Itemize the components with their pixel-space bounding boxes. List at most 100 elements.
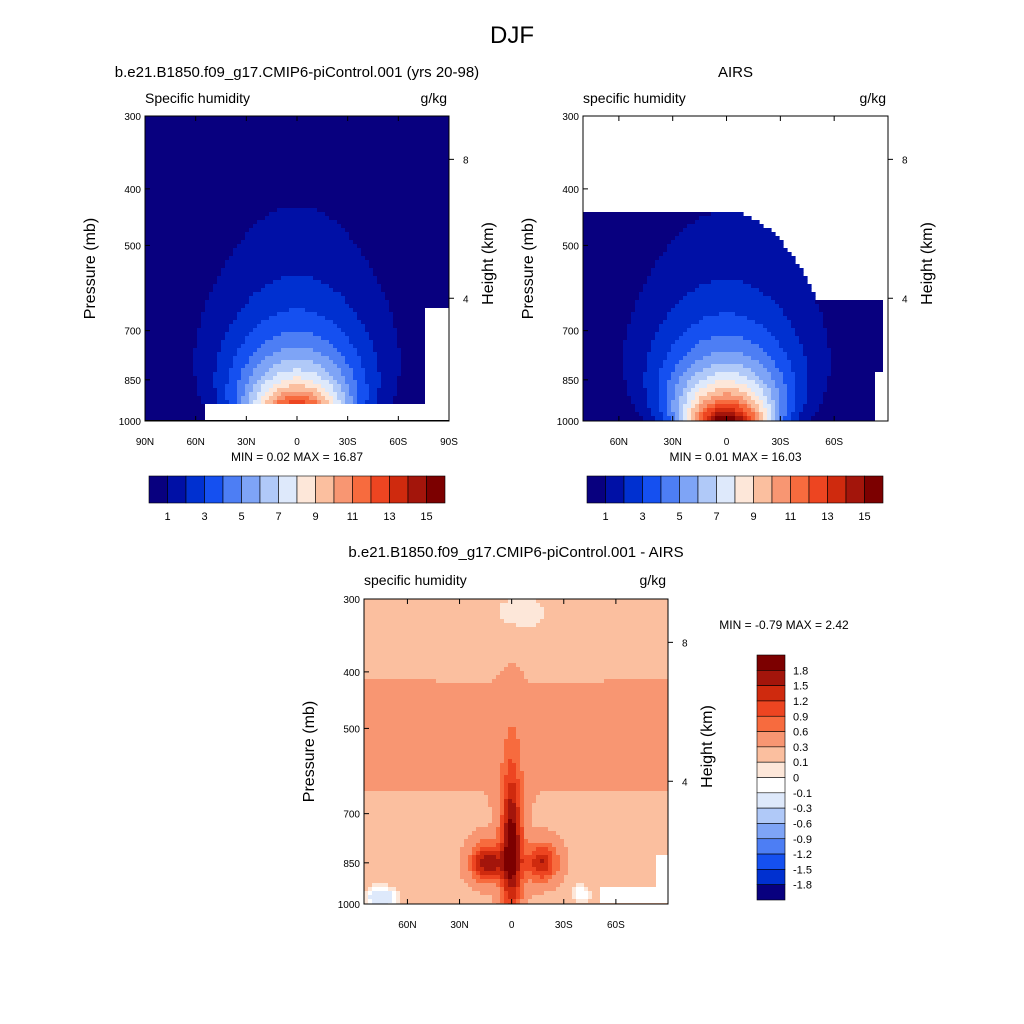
contour-cell: [623, 356, 648, 361]
contour-cell: [225, 260, 370, 265]
contour-cell: [711, 336, 744, 341]
contour-cell: [357, 352, 378, 357]
contour-cell: [364, 699, 668, 704]
contour-cell: [468, 863, 473, 868]
contour-cell: [755, 372, 772, 377]
contour-cell: [269, 388, 278, 393]
contour-cell: [504, 819, 509, 824]
contour-cell: [504, 815, 509, 820]
y2-axis-title: Height (km): [919, 222, 936, 305]
contour-cell: [623, 372, 644, 377]
contour-cell: [205, 300, 250, 305]
contour-cell: [532, 879, 549, 884]
contour-cell: [368, 899, 373, 904]
contour-cell: [823, 316, 884, 321]
contour-cell: [389, 308, 426, 313]
contour-cell: [261, 400, 266, 405]
contour-cell: [504, 811, 509, 816]
contour-cell: [492, 895, 501, 900]
contour-cell: [364, 607, 501, 612]
colorbar-swatch: [697, 475, 717, 504]
contour-cell: [397, 340, 426, 345]
contour-cell: [799, 340, 828, 345]
contour-cell: [735, 380, 756, 385]
contour-cell: [369, 384, 382, 389]
contour-cell: [583, 280, 648, 285]
colorbar-swatch: [241, 475, 261, 504]
contour-cell: [819, 408, 876, 413]
contour-cell: [875, 380, 888, 385]
contour-cell: [504, 775, 517, 780]
contour-cell: [687, 352, 712, 357]
contour-cell: [583, 400, 632, 405]
contour-cell: [313, 276, 378, 281]
contour-cell: [683, 296, 772, 301]
contour-cell: [364, 847, 461, 852]
contour-cell: [329, 380, 338, 385]
contour-cell: [145, 312, 202, 317]
contour-cell: [381, 288, 449, 293]
chart-stats: MIN = -0.79 MAX = 2.42: [719, 618, 849, 632]
contour-cell: [815, 412, 876, 417]
contour-cell: [520, 739, 668, 744]
contour-cell: [524, 775, 668, 780]
colorbar-label: 0.9: [793, 711, 808, 723]
contour-cell: [364, 763, 501, 768]
contour-cell: [795, 380, 808, 385]
contour-cell: [325, 388, 334, 393]
contour-cell: [532, 863, 549, 868]
contour-cell: [480, 851, 501, 856]
contour-cell: [583, 388, 628, 393]
contour-cell: [751, 396, 760, 401]
contour-cell: [353, 372, 366, 377]
contour-cell: [687, 412, 692, 417]
contour-cell: [504, 891, 509, 896]
contour-cell: [237, 316, 270, 321]
contour-cell: [460, 855, 469, 860]
colorbar-swatch: [167, 475, 187, 504]
contour-cell: [145, 200, 449, 205]
y-tick-label: 500: [124, 241, 141, 252]
contour-cell: [583, 232, 680, 237]
contour-cell: [265, 372, 278, 377]
contour-cell: [364, 839, 465, 844]
contour-cell: [425, 332, 449, 337]
contour-cell: [831, 372, 876, 377]
contour-cell: [313, 380, 330, 385]
contour-cell: [883, 308, 888, 313]
contour-cell: [388, 887, 397, 892]
contour-cell: [333, 320, 362, 325]
contour-cell: [205, 308, 242, 313]
contour-cell: [687, 416, 692, 421]
colorbar-label: 1.5: [793, 681, 808, 693]
contour-cell: [532, 895, 573, 900]
contour-cell: [500, 835, 505, 840]
colorbar-label: 0.1: [793, 757, 808, 769]
contour-cell: [655, 416, 664, 421]
contour-cell: [643, 284, 700, 289]
contour-cell: [747, 412, 756, 417]
contour-cell: [145, 132, 449, 137]
contour-cell: [627, 392, 648, 397]
contour-cell: [723, 392, 732, 397]
contour-cell: [145, 340, 198, 345]
contour-cell: [364, 639, 668, 644]
contour-cell: [679, 412, 684, 417]
contour-cell: [373, 348, 402, 353]
contour-cell: [679, 232, 776, 237]
contour-cell: [783, 416, 792, 421]
contour-cell: [401, 372, 426, 377]
contour-cell: [273, 352, 322, 357]
colorbar-swatch: [734, 475, 754, 504]
contour-cell: [564, 875, 657, 880]
contour-cell: [364, 743, 505, 748]
contour-cell: [651, 340, 676, 345]
contour-cell: [583, 360, 624, 365]
contour-cell: [500, 775, 505, 780]
contour-cell: [368, 895, 393, 900]
contour-cell: [372, 899, 393, 904]
contour-cell: [751, 368, 768, 373]
x-tick-label: 90S: [440, 437, 458, 448]
contour-cell: [767, 408, 772, 413]
contour-cell: [564, 879, 657, 884]
